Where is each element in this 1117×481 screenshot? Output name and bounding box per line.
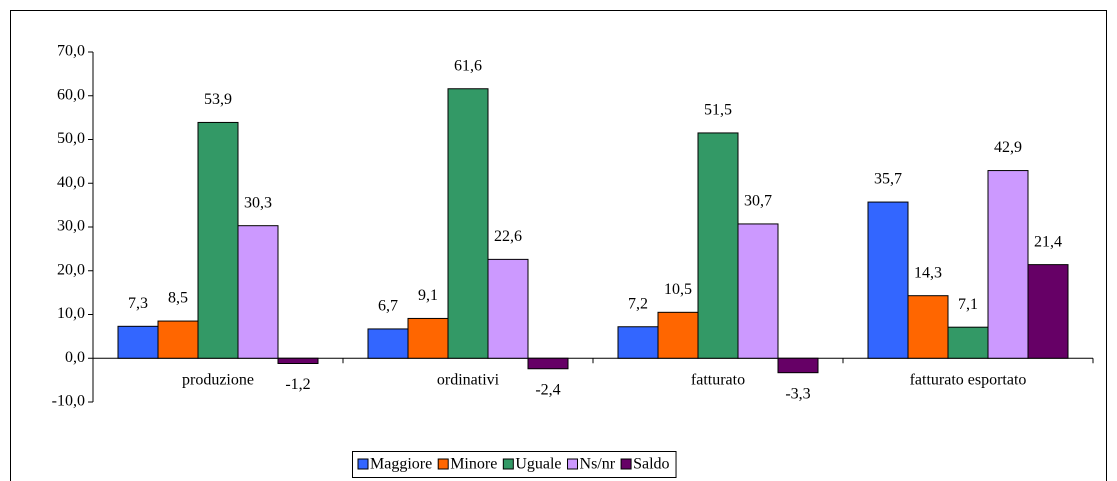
data-label: 6,7 <box>378 298 398 315</box>
bar <box>947 326 989 359</box>
data-label: 53,9 <box>204 91 232 108</box>
data-label: 10,5 <box>664 281 692 298</box>
data-label: 35,7 <box>874 171 902 188</box>
data-label: -2,4 <box>535 381 560 398</box>
legend-label: Ns/nr <box>580 456 616 473</box>
data-label: 61,6 <box>454 57 482 74</box>
bar <box>617 326 659 359</box>
legend-swatch <box>567 458 579 470</box>
data-label: 7,3 <box>128 295 148 312</box>
y-tick-label: 20,0 <box>57 261 85 278</box>
y-tick-label: 50,0 <box>57 130 85 147</box>
bar <box>697 132 739 359</box>
y-tick-label: -10,0 <box>52 393 85 410</box>
legend-swatch <box>502 458 514 470</box>
bar <box>117 325 159 359</box>
y-tick-label: 10,0 <box>57 305 85 322</box>
y-tick-label: 60,0 <box>57 86 85 103</box>
data-label: 9,1 <box>418 287 438 304</box>
data-label: 14,3 <box>914 264 942 281</box>
legend-swatch <box>357 458 369 470</box>
data-label: 42,9 <box>994 139 1022 156</box>
legend-label: Minore <box>450 456 497 473</box>
bar <box>157 320 199 359</box>
bar <box>737 223 779 359</box>
legend-label: Maggiore <box>370 456 432 473</box>
bar <box>447 88 489 359</box>
legend-swatch <box>620 458 632 470</box>
chart-frame <box>10 10 1107 481</box>
bar <box>367 328 409 359</box>
x-tick-label: ordinativi <box>437 372 500 389</box>
bar <box>1027 264 1069 359</box>
x-tick-label: fatturato <box>691 372 745 389</box>
bar <box>867 201 909 359</box>
bar <box>277 357 319 364</box>
y-tick-label: 70,0 <box>57 43 85 60</box>
data-label: 22,6 <box>494 228 522 245</box>
bar <box>907 295 949 359</box>
legend-swatch <box>437 458 449 470</box>
bar <box>777 357 819 374</box>
data-label: 30,3 <box>244 194 272 211</box>
data-label: 7,1 <box>958 296 978 313</box>
data-label: 30,7 <box>744 193 772 210</box>
legend-label: Uguale <box>515 456 561 473</box>
legend-label: Saldo <box>633 456 669 473</box>
x-tick-label: produzione <box>182 372 254 389</box>
bar <box>487 258 529 359</box>
data-label: 8,5 <box>168 290 188 307</box>
x-tick-label: fatturato esportato <box>910 372 1027 389</box>
bar <box>527 357 569 370</box>
y-tick-label: 30,0 <box>57 218 85 235</box>
data-label: 7,2 <box>628 295 648 312</box>
bar <box>407 317 449 359</box>
y-tick-label: 40,0 <box>57 174 85 191</box>
data-label: 21,4 <box>1034 233 1062 250</box>
bar <box>197 121 239 359</box>
bar <box>657 311 699 359</box>
y-tick-label: 0,0 <box>65 349 85 366</box>
data-label: 51,5 <box>704 102 732 119</box>
bar <box>987 170 1029 359</box>
data-label: -3,3 <box>785 385 810 402</box>
data-label: -1,2 <box>285 376 310 393</box>
bar <box>237 225 279 359</box>
